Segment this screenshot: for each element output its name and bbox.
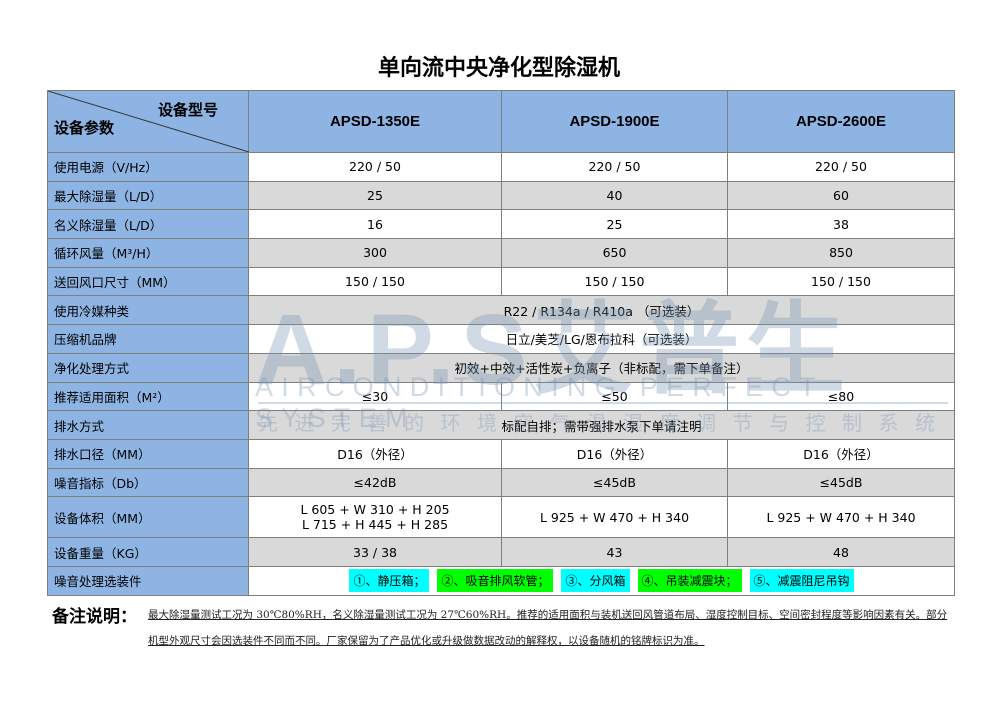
remarks-heading: 备注说明： xyxy=(52,607,137,627)
table-row: 排水口径（MM） D16（外径） D16（外径） D16（外径） xyxy=(47,438,955,469)
value-cell: D16（外径） xyxy=(727,438,955,469)
table-row: 名义除湿量（L/D） 16 25 38 xyxy=(47,209,955,240)
header-row: 设备型号 设备参数 APSD-1350E APSD-1900E APSD-260… xyxy=(47,90,955,153)
value-cell: D16（外径） xyxy=(248,438,502,469)
row-label: 排水方式 xyxy=(47,410,249,440)
option-item: ③、分风箱 xyxy=(561,569,630,593)
value-cell: ≤80 xyxy=(727,381,955,412)
diagonal-line xyxy=(48,91,249,152)
value-cell: 150 / 150 xyxy=(248,266,502,297)
value-cell: 40 xyxy=(501,180,728,211)
remarks: 备注说明： 最大除湿量测试工况为 30℃80%RH，名义除湿量测试工况为 27℃… xyxy=(52,602,952,654)
table-row: 排水方式 标配自排；需带强排水泵下单请注明 xyxy=(47,410,955,440)
value-cell: L 605 + W 310 + H 205 L 715 + H 445 + H 2… xyxy=(248,496,502,539)
value-cell: D16（外径） xyxy=(501,438,728,469)
row-label: 噪音处理选装件 xyxy=(47,565,249,596)
table-row: 循环风量（M³/H） 300 650 850 xyxy=(47,238,955,268)
row-label: 推荐适用面积（M²） xyxy=(47,381,249,412)
table-row: 推荐适用面积（M²） ≤30 ≤50 ≤80 xyxy=(47,381,955,412)
value-cell: 25 xyxy=(501,209,728,240)
option-item: ②、吸音排风软管； xyxy=(437,569,554,593)
value-cell: ≤42dB xyxy=(248,467,502,498)
row-label: 使用电源（V/Hz） xyxy=(47,152,249,182)
row-label: 最大除湿量（L/D） xyxy=(47,180,249,211)
value-line: L 715 + H 445 + H 285 xyxy=(301,517,449,533)
value-cell: 220 / 50 xyxy=(248,152,502,182)
option-item: ⑤、减震阻尼吊钩 xyxy=(749,569,854,593)
row-label: 使用冷媒种类 xyxy=(47,295,249,326)
table-row: 噪音处理选装件 ①、静压箱； ②、吸音排风软管； ③、分风箱 ④、吊装减震块； ⑤、减震阻… xyxy=(47,565,955,596)
table-row: 最大除湿量（L/D） 25 40 60 xyxy=(47,180,955,211)
value-cell: 25 xyxy=(248,180,502,211)
row-label: 循环风量（M³/H） xyxy=(47,238,249,268)
table-row: 净化处理方式 初效+中效+活性炭+负离子（非标配，需下单备注） xyxy=(47,352,955,383)
value-line: L 605 + W 310 + H 205 xyxy=(300,502,450,518)
value-cell: ≤45dB xyxy=(727,467,955,498)
spec-table: 设备型号 设备参数 APSD-1350E APSD-1900E APSD-260… xyxy=(47,90,955,596)
value-cell: ≤50 xyxy=(501,381,728,412)
table-row: 噪音指标（Db） ≤42dB ≤45dB ≤45dB xyxy=(47,467,955,498)
param-label: 设备参数 xyxy=(54,120,115,137)
option-item: ④、吊装减震块； xyxy=(637,569,742,593)
value-cell: 220 / 50 xyxy=(501,152,728,182)
value-cell: 43 xyxy=(501,537,728,567)
value-cell: L 925 + W 470 + H 340 xyxy=(501,496,728,539)
table-row: 使用冷媒种类 R22 / R134a / R410a （可选装） xyxy=(47,295,955,326)
value-cell: 38 xyxy=(727,209,955,240)
row-label: 净化处理方式 xyxy=(47,352,249,383)
row-label: 设备体积（MM） xyxy=(47,496,249,539)
value-cell: 33 / 38 xyxy=(248,537,502,567)
table-row: 设备重量（KG） 33 / 38 43 48 xyxy=(47,537,955,567)
options-cell: ①、静压箱； ②、吸音排风软管； ③、分风箱 ④、吊装减震块； ⑤、减震阻尼吊钩 xyxy=(248,565,955,596)
row-label: 名义除湿量（L/D） xyxy=(47,209,249,240)
table-row: 压缩机品牌 日立/美芝/LG/恩布拉科（可选装） xyxy=(47,324,955,354)
row-label: 设备重量（KG） xyxy=(47,537,249,567)
row-label: 压缩机品牌 xyxy=(47,324,249,354)
row-label: 送回风口尺寸（MM） xyxy=(47,266,249,297)
merged-value: 日立/美芝/LG/恩布拉科（可选装） xyxy=(248,324,955,354)
value-cell: 150 / 150 xyxy=(727,266,955,297)
table-row: 使用电源（V/Hz） 220 / 50 220 / 50 220 / 50 xyxy=(47,152,955,182)
model-header: APSD-2600E xyxy=(727,90,955,153)
value-cell: 48 xyxy=(727,537,955,567)
value-cell: 60 xyxy=(727,180,955,211)
value-cell: 220 / 50 xyxy=(727,152,955,182)
option-item: ①、静压箱； xyxy=(349,569,430,593)
model-header: APSD-1350E xyxy=(248,90,502,153)
merged-value: 标配自排；需带强排水泵下单请注明 xyxy=(248,410,955,440)
table-row: 设备体积（MM） L 605 + W 310 + H 205 L 715 + H 4… xyxy=(47,496,955,539)
value-cell: ≤45dB xyxy=(501,467,728,498)
merged-value: 初效+中效+活性炭+负离子（非标配，需下单备注） xyxy=(248,352,955,383)
value-cell: 850 xyxy=(727,238,955,268)
row-label: 噪音指标（Db） xyxy=(47,467,249,498)
row-label: 排水口径（MM） xyxy=(47,438,249,469)
model-header: APSD-1900E xyxy=(501,90,728,153)
value-cell: 150 / 150 xyxy=(501,266,728,297)
value-cell: 16 xyxy=(248,209,502,240)
value-cell: L 925 + W 470 + H 340 xyxy=(727,496,955,539)
merged-value: R22 / R134a / R410a （可选装） xyxy=(248,295,955,326)
remarks-text: 最大除湿量测试工况为 30℃80%RH，名义除湿量测试工况为 27℃60%RH。… xyxy=(148,609,948,647)
page-title: 单向流中央净化型除湿机 xyxy=(377,56,620,81)
value-cell: ≤30 xyxy=(248,381,502,412)
table-row: 送回风口尺寸（MM） 150 / 150 150 / 150 150 / 150 xyxy=(47,266,955,297)
value-cell: 300 xyxy=(248,238,502,268)
diagonal-header-cell: 设备型号 设备参数 xyxy=(47,90,249,153)
model-label: 设备型号 xyxy=(157,102,218,119)
value-cell: 650 xyxy=(501,238,728,268)
